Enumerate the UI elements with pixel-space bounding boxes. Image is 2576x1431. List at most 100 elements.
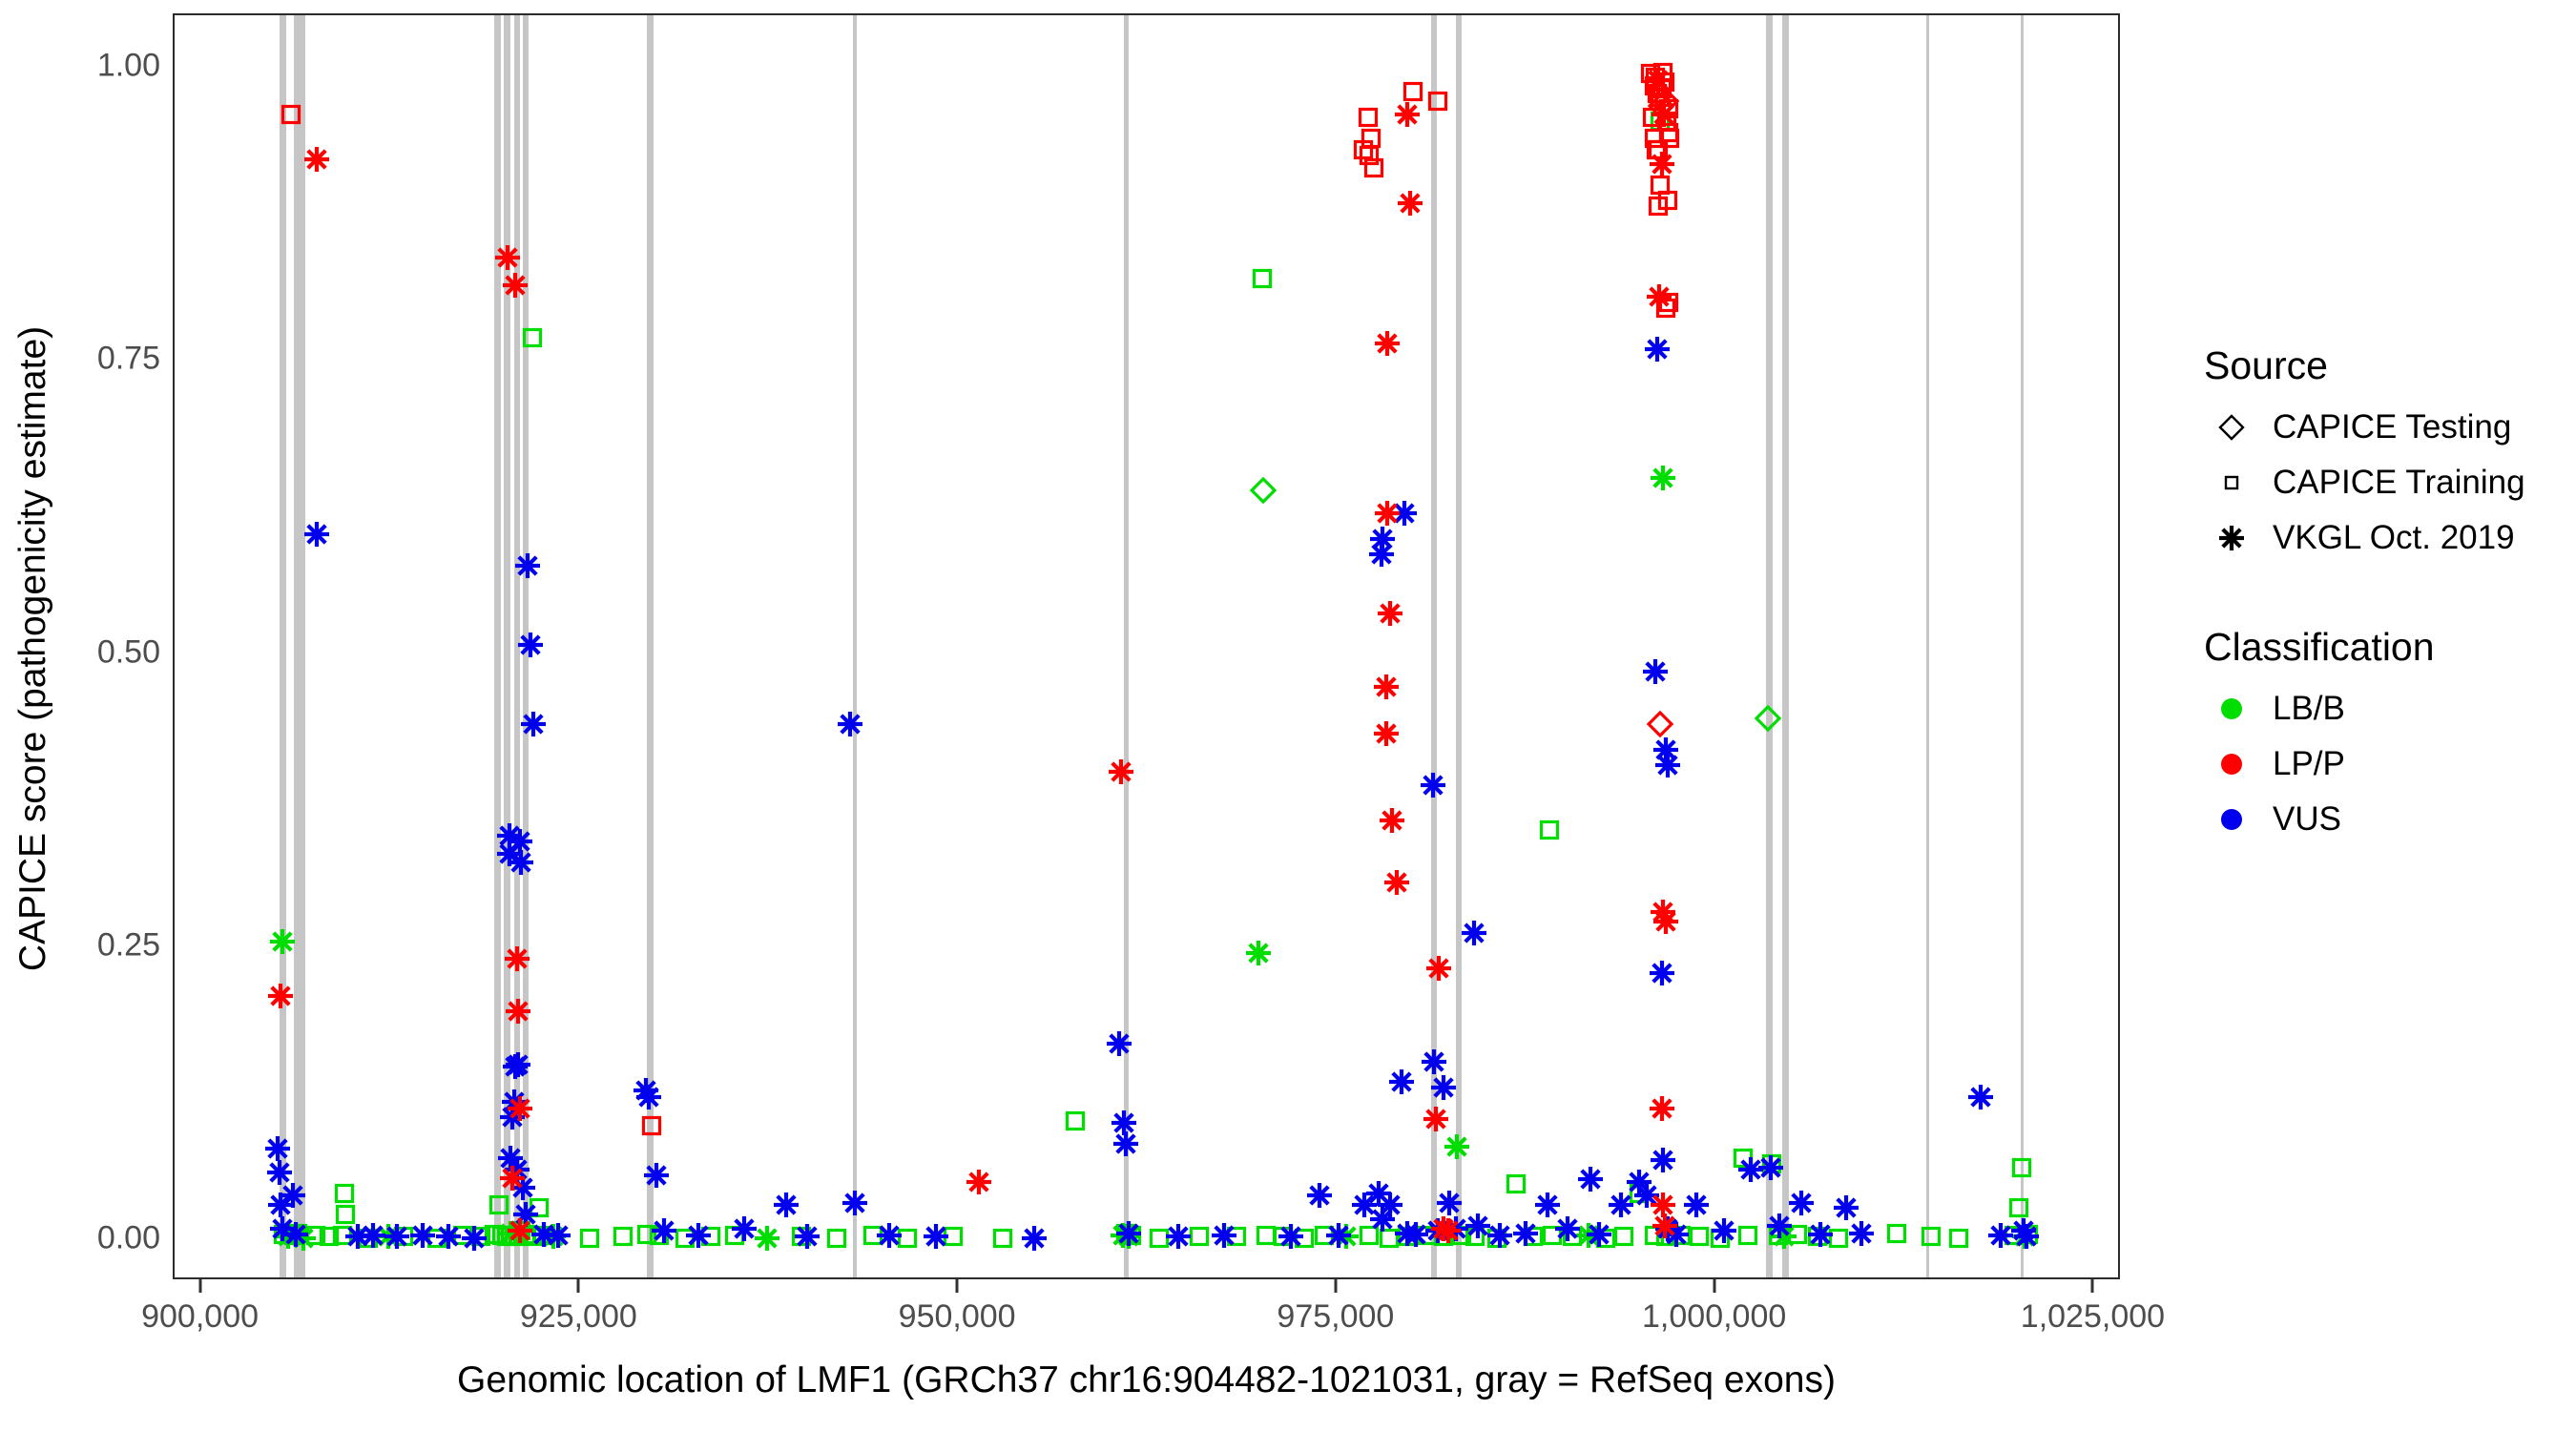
x-tick-label: 975,000 [1277, 1298, 1395, 1335]
scatter-point [1401, 79, 1425, 104]
scatter-point [529, 1219, 559, 1250]
scatter-point [1243, 938, 1274, 968]
scatter-point [1652, 1213, 1683, 1244]
scatter-point [1552, 1213, 1583, 1244]
x-tick-mark [576, 1279, 580, 1293]
scatter-point [1709, 1215, 1739, 1246]
y-axis-title: CAPICE score (pathogenicity estimate) [12, 325, 53, 972]
exon-band [523, 15, 529, 1277]
scatter-point [1646, 137, 1671, 162]
scatter-point [1485, 1220, 1515, 1251]
scatter-point [1655, 188, 1680, 213]
exon-band [2020, 15, 2025, 1277]
y-tick-label: 0.00 [96, 1219, 160, 1256]
scatter-point [789, 1224, 814, 1249]
scatter-point [1449, 1223, 1474, 1248]
scatter-point [1187, 1224, 1212, 1249]
scatter-point [1323, 1220, 1354, 1251]
scatter-point [1805, 1224, 1830, 1249]
scatter-point [1919, 1224, 1943, 1249]
y-axis-tick-labels: 0.00 0.25 0.50 0.75 1.00 [57, 0, 230, 1431]
scatter-point [1250, 266, 1275, 291]
scatter-point [1647, 958, 1677, 988]
legend-item[interactable]: VKGL Oct. 2019 [2204, 510, 2566, 566]
scatter-point [1381, 867, 1412, 898]
plot-panel [173, 13, 2120, 1279]
legend-item[interactable]: LP/P [2204, 736, 2566, 792]
scatter-point [1209, 1220, 1239, 1251]
scatter-point [301, 144, 332, 175]
scatter-point [1656, 290, 1681, 315]
scatter-point [1504, 1172, 1528, 1196]
legend-item[interactable]: LB/B [2204, 681, 2566, 736]
y-tick-label: 1.00 [96, 47, 160, 84]
scatter-point [489, 1223, 514, 1248]
scatter-point [1377, 805, 1407, 836]
x-axis-title: Genomic location of LMF1 (GRCh37 chr16:9… [457, 1359, 1836, 1400]
scatter-point [729, 1213, 759, 1244]
scatter-point [1375, 598, 1405, 629]
scatter-point [1644, 281, 1674, 312]
scatter-point [861, 1223, 885, 1248]
scatter-point [1646, 710, 1674, 738]
diamond-outline-icon [2204, 400, 2259, 455]
scatter-point [752, 1223, 782, 1254]
scatter-point [1884, 1221, 1909, 1246]
scatter-point [1708, 1226, 1733, 1251]
square-outline-icon [2204, 455, 2259, 510]
scatter-point [964, 1167, 994, 1197]
scatter-point [1631, 1180, 1662, 1211]
scatter-point [1224, 1224, 1249, 1249]
exon-band [293, 15, 306, 1277]
scatter-point [1611, 1224, 1636, 1249]
scatter-point [382, 1221, 412, 1252]
scatter-point [1540, 1223, 1565, 1248]
scatter-point [941, 1224, 966, 1249]
legend-item[interactable]: CAPICE Training [2204, 455, 2566, 510]
exon-band [279, 15, 286, 1277]
scatter-point [1651, 906, 1681, 937]
scatter-point [1113, 1218, 1144, 1249]
scatter-point [343, 1221, 373, 1252]
legend-item-label: LP/P [2273, 745, 2345, 782]
legend-item[interactable]: VUS [2204, 792, 2566, 847]
scatter-point [1359, 126, 1383, 151]
scatter-point [1575, 1164, 1606, 1194]
scatter-point [1361, 156, 1386, 180]
scatter-point [673, 1226, 697, 1251]
scatter-point [332, 1181, 357, 1206]
scatter-point [1831, 1192, 1861, 1223]
scatter-point [1653, 1224, 1678, 1249]
scatter-point [1371, 718, 1402, 749]
legend-item-label: VUS [2273, 800, 2341, 838]
scatter-point [1485, 1226, 1509, 1251]
scatter-point [1606, 1190, 1636, 1220]
scatter-point [1377, 1226, 1402, 1251]
scatter-point [1985, 1220, 2016, 1251]
exon-band [1766, 15, 1774, 1277]
scatter-point [1351, 137, 1376, 162]
scatter-point [1651, 735, 1681, 765]
scatter-point [1648, 463, 1678, 493]
x-tick-label: 900,000 [141, 1298, 260, 1335]
scatter-point [1652, 70, 1677, 94]
scatter-point [1640, 656, 1671, 687]
scatter-point [530, 1223, 555, 1248]
scatter-point [509, 1218, 533, 1243]
asterisk-icon [2204, 510, 2259, 566]
scatter-point [1648, 1190, 1678, 1220]
scatter-point [698, 1224, 723, 1249]
scatter-point [1463, 1224, 1487, 1249]
scatter-point [1657, 126, 1682, 151]
scatter-point [1292, 1226, 1317, 1251]
scatter-point [2016, 1222, 2041, 1247]
scatter-point [1573, 1220, 1604, 1251]
scatter-point [1371, 672, 1402, 702]
x-tick-label: 950,000 [898, 1298, 1016, 1335]
scatter-point [1687, 1224, 1712, 1249]
scatter-point [1846, 1218, 1877, 1249]
legend-item[interactable]: CAPICE Testing [2204, 400, 2566, 455]
scatter-point [1652, 87, 1680, 115]
scatter-point [450, 1223, 475, 1248]
